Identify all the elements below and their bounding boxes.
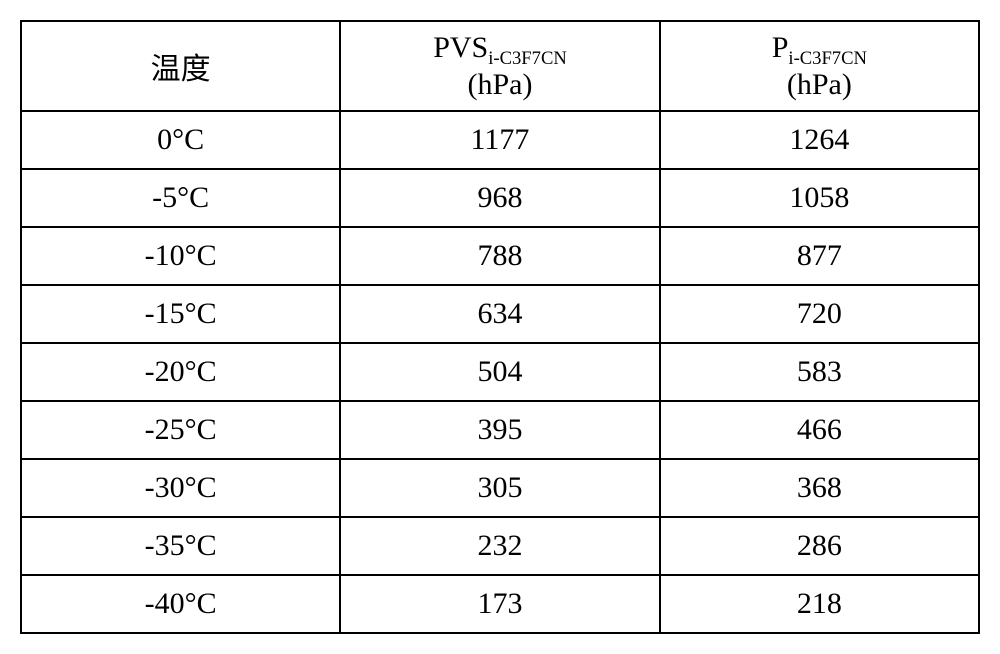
table-row: -20°C 504 583: [21, 343, 979, 401]
col-header-temperature-label: 温度: [151, 53, 211, 86]
cell-temp: -15°C: [21, 285, 340, 343]
col-header-p-unit: (hPa): [661, 66, 978, 104]
col-header-pvs: PVSi-C3F7CN (hPa): [340, 21, 659, 111]
table-container: 温度 PVSi-C3F7CN (hPa) Pi-C3F7CN (hPa): [20, 20, 980, 634]
cell-pvs: 634: [340, 285, 659, 343]
cell-pvs: 395: [340, 401, 659, 459]
col-header-pvs-unit: (hPa): [341, 66, 658, 104]
table-row: -15°C 634 720: [21, 285, 979, 343]
cell-pvs: 1177: [340, 111, 659, 169]
table-row: -30°C 305 368: [21, 459, 979, 517]
col-header-p-line1: Pi-C3F7CN: [661, 29, 978, 67]
cell-p: 218: [660, 575, 979, 633]
cell-temp: -30°C: [21, 459, 340, 517]
cell-pvs: 504: [340, 343, 659, 401]
cell-temp: -5°C: [21, 169, 340, 227]
table-row: -10°C 788 877: [21, 227, 979, 285]
cell-pvs: 788: [340, 227, 659, 285]
table-row: -35°C 232 286: [21, 517, 979, 575]
col-header-p-var: P: [772, 31, 789, 64]
table-body: 0°C 1177 1264 -5°C 968 1058 -10°C 788 87…: [21, 111, 979, 633]
cell-temp: -10°C: [21, 227, 340, 285]
data-table: 温度 PVSi-C3F7CN (hPa) Pi-C3F7CN (hPa): [20, 20, 980, 634]
col-header-pvs-var: PVS: [433, 31, 488, 64]
table-row: -25°C 395 466: [21, 401, 979, 459]
cell-p: 286: [660, 517, 979, 575]
cell-p: 368: [660, 459, 979, 517]
cell-pvs: 232: [340, 517, 659, 575]
table-row: -40°C 173 218: [21, 575, 979, 633]
table-row: -5°C 968 1058: [21, 169, 979, 227]
cell-p: 720: [660, 285, 979, 343]
cell-temp: 0°C: [21, 111, 340, 169]
cell-p: 466: [660, 401, 979, 459]
cell-pvs: 173: [340, 575, 659, 633]
cell-temp: -40°C: [21, 575, 340, 633]
cell-pvs: 968: [340, 169, 659, 227]
table-row: 0°C 1177 1264: [21, 111, 979, 169]
cell-p: 1264: [660, 111, 979, 169]
cell-p: 583: [660, 343, 979, 401]
cell-temp: -20°C: [21, 343, 340, 401]
col-header-temperature: 温度: [21, 21, 340, 111]
col-header-p: Pi-C3F7CN (hPa): [660, 21, 979, 111]
header-row: 温度 PVSi-C3F7CN (hPa) Pi-C3F7CN (hPa): [21, 21, 979, 111]
cell-p: 877: [660, 227, 979, 285]
col-header-pvs-line1: PVSi-C3F7CN: [341, 29, 658, 67]
cell-p: 1058: [660, 169, 979, 227]
cell-temp: -35°C: [21, 517, 340, 575]
cell-pvs: 305: [340, 459, 659, 517]
cell-temp: -25°C: [21, 401, 340, 459]
